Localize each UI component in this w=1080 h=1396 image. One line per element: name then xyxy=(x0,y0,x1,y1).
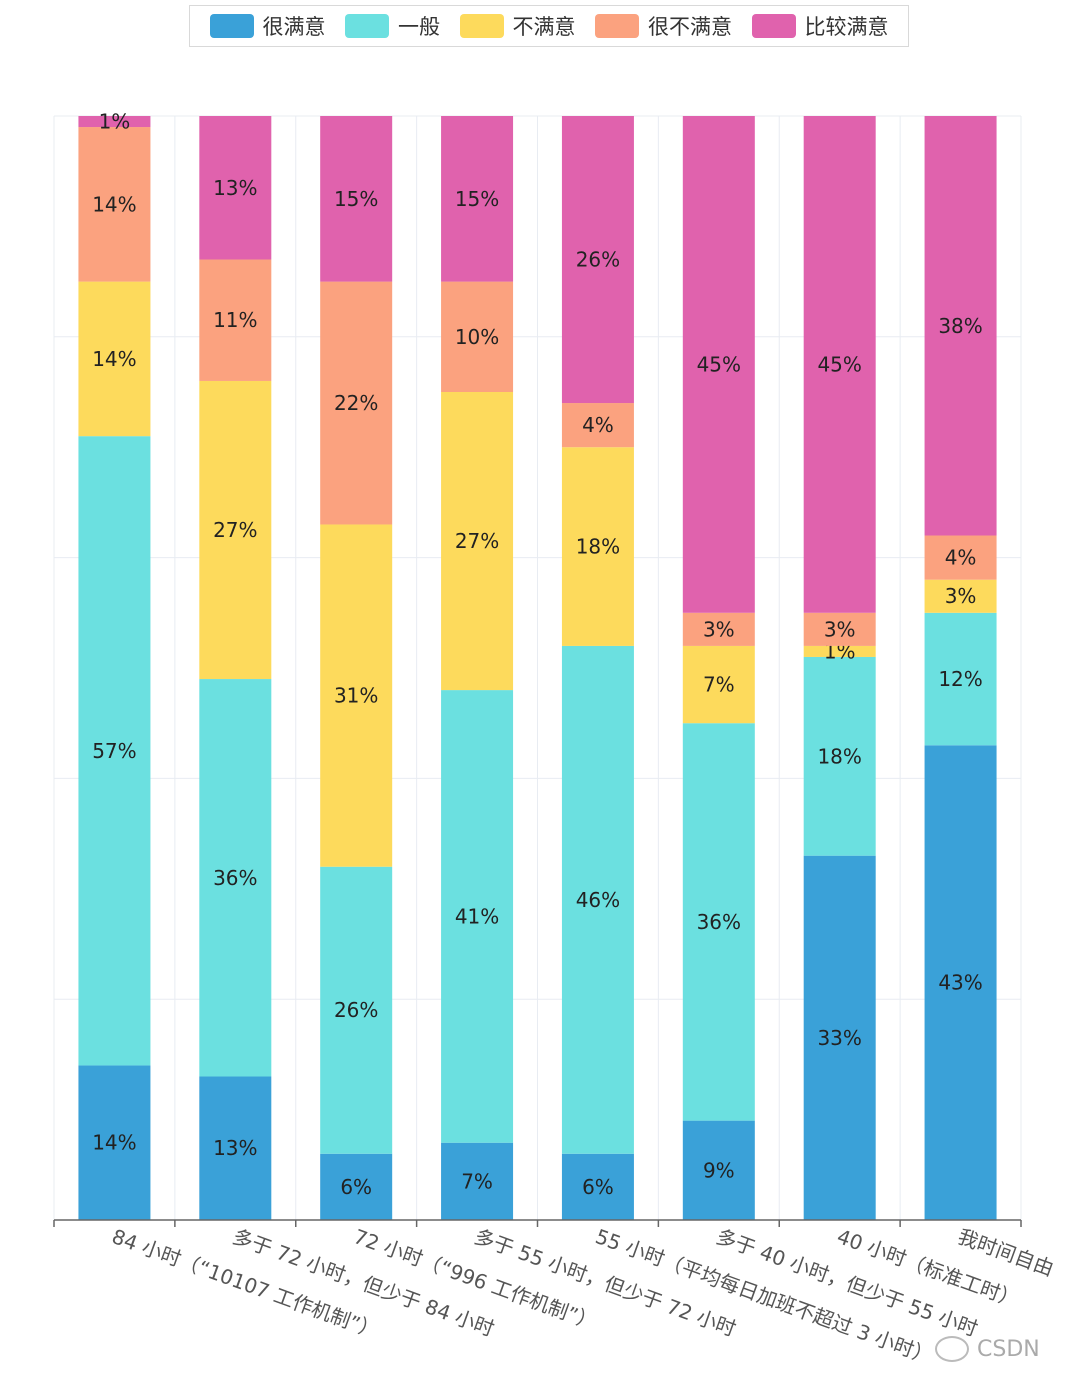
data-label: 3% xyxy=(945,584,977,608)
watermark-text: CSDN xyxy=(977,1336,1040,1362)
bar-segment xyxy=(441,116,514,282)
bar-segment xyxy=(924,116,997,536)
bar-segment xyxy=(803,116,876,613)
legend-swatch xyxy=(209,14,254,38)
legend-item-2[interactable]: 不满意 xyxy=(459,11,576,41)
bar-segment xyxy=(682,116,755,613)
legend-swatch xyxy=(751,14,796,38)
data-label: 14% xyxy=(92,347,136,371)
data-label: 27% xyxy=(213,518,257,542)
data-label: 14% xyxy=(92,1131,136,1155)
bar-segment xyxy=(320,1153,393,1220)
legend-swatch xyxy=(595,14,639,38)
legend-swatch xyxy=(459,14,504,38)
data-label: 22% xyxy=(334,391,378,415)
legend-label: 一般 xyxy=(398,15,440,39)
data-label: 18% xyxy=(817,744,861,768)
bar-segment xyxy=(78,436,151,1066)
data-label: 3% xyxy=(824,617,856,641)
data-label: 27% xyxy=(455,529,499,553)
bar-segment xyxy=(803,645,876,657)
bar-segment xyxy=(199,116,272,260)
data-label: 6% xyxy=(582,1175,614,1199)
data-label: 14% xyxy=(92,192,136,216)
data-label: 12% xyxy=(938,667,982,691)
data-label: 43% xyxy=(938,971,982,995)
data-label: 18% xyxy=(576,535,620,559)
legend-label: 很满意 xyxy=(262,15,326,39)
bar-segment xyxy=(441,392,514,691)
bar-segment xyxy=(320,866,393,1154)
bar-segment xyxy=(320,281,393,525)
data-label: 10% xyxy=(455,325,499,349)
data-label: 26% xyxy=(334,998,378,1022)
bar-segment xyxy=(924,612,997,746)
bar-segment xyxy=(803,612,876,646)
bar-segment xyxy=(78,127,151,282)
data-label: 15% xyxy=(334,187,378,211)
legend-swatch xyxy=(345,14,389,38)
bar-segment xyxy=(682,645,755,724)
bar-segment xyxy=(441,281,514,392)
data-label: 45% xyxy=(697,352,741,376)
bar-segment xyxy=(682,1120,755,1220)
data-label: 13% xyxy=(213,1136,257,1160)
bar-segment xyxy=(199,259,272,381)
bar-segment xyxy=(320,524,393,867)
chart-legend: 很满意 一般 不满意 很不满意 比较满意 xyxy=(189,5,909,47)
data-label: 46% xyxy=(576,888,620,912)
data-label: 57% xyxy=(92,739,136,763)
data-label: 7% xyxy=(461,1169,493,1193)
data-label: 13% xyxy=(213,176,257,200)
bar-segment xyxy=(561,645,634,1154)
data-label: 9% xyxy=(703,1158,735,1182)
bar-segment xyxy=(924,579,997,613)
bar-segment xyxy=(199,1076,272,1220)
bar-segment xyxy=(924,535,997,580)
data-label: 3% xyxy=(703,617,735,641)
bar-segment xyxy=(78,281,151,437)
bar-segment xyxy=(78,1065,151,1220)
data-label: 41% xyxy=(455,904,499,928)
legend-item-1[interactable]: 一般 xyxy=(345,11,440,41)
data-label: 15% xyxy=(455,187,499,211)
legend-item-4[interactable]: 比较满意 xyxy=(751,11,889,41)
data-label: 33% xyxy=(817,1026,861,1050)
bar-segment xyxy=(561,447,634,646)
bar-segment xyxy=(320,116,393,282)
bar-segment xyxy=(924,745,997,1220)
bar-segment xyxy=(441,690,514,1143)
bar-segment xyxy=(803,656,876,856)
data-label: 7% xyxy=(703,673,735,697)
bar-segment xyxy=(441,1142,514,1220)
legend-item-0[interactable]: 很满意 xyxy=(209,11,326,41)
bar-segment xyxy=(561,1153,634,1220)
bar-segment xyxy=(78,116,151,128)
bar-segment xyxy=(682,612,755,646)
bar-segment xyxy=(561,116,634,404)
data-label: 4% xyxy=(582,413,614,437)
data-label: 11% xyxy=(213,308,257,332)
data-label: 6% xyxy=(340,1175,372,1199)
legend-label: 很不满意 xyxy=(648,15,732,39)
legend-label: 比较满意 xyxy=(804,15,889,39)
bar-segment xyxy=(199,380,272,680)
legend-item-3[interactable]: 很不满意 xyxy=(595,11,732,41)
bar-segment xyxy=(803,855,876,1220)
data-label: 4% xyxy=(945,546,977,570)
data-label: 26% xyxy=(576,248,620,272)
wechat-icon xyxy=(935,1336,969,1362)
data-label: 31% xyxy=(334,684,378,708)
data-label: 45% xyxy=(817,352,861,376)
data-label: 36% xyxy=(213,866,257,890)
bar-segment xyxy=(561,403,634,448)
csdn-watermark: CSDN xyxy=(935,1336,1040,1362)
bar-segment xyxy=(682,723,755,1121)
bar-segment xyxy=(199,679,272,1077)
data-label: 36% xyxy=(697,910,741,934)
data-label: 1% xyxy=(99,110,131,134)
data-label: 38% xyxy=(938,314,982,338)
legend-label: 不满意 xyxy=(512,15,576,39)
